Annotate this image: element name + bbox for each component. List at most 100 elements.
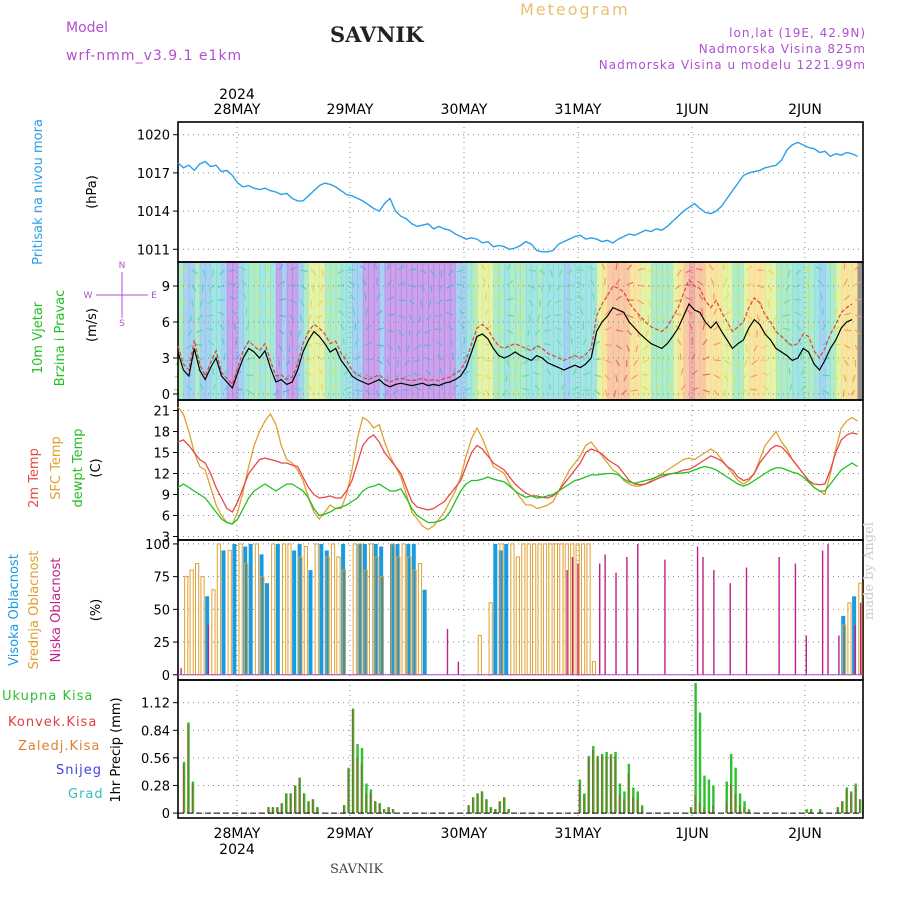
wind-barb <box>724 374 729 382</box>
panel-frame <box>177 399 864 541</box>
wind-barb <box>446 312 454 316</box>
cloud-bar-mid <box>254 543 260 676</box>
precip-conv-bar <box>707 811 710 814</box>
wind-barb <box>200 383 204 391</box>
wind-barb <box>804 282 812 286</box>
wind-barb <box>604 359 612 364</box>
wind-barb <box>506 344 512 352</box>
wind-barb <box>773 314 780 321</box>
wind-barb <box>398 282 406 286</box>
wind-barb <box>570 338 574 346</box>
wind-barb <box>648 284 654 291</box>
wind-barb <box>217 284 225 289</box>
wind-band <box>444 262 451 400</box>
wind-band <box>395 262 402 400</box>
wind-barb <box>637 299 644 305</box>
day-label-bottom: 30MAY <box>441 826 488 842</box>
precip-conv-bar <box>729 783 732 814</box>
y-tick-label: 0 <box>162 388 170 403</box>
wind-barb <box>554 299 562 304</box>
cloud-bar-low <box>854 625 856 675</box>
wind-band <box>640 262 647 400</box>
precip-legend-item: Konvek.Kisa <box>8 715 97 730</box>
wind-barb <box>702 339 708 346</box>
wind-barb <box>763 329 769 336</box>
wind-barb <box>424 357 432 361</box>
wind-barb <box>300 269 308 273</box>
wind-band <box>580 262 587 400</box>
wind-barb <box>430 269 435 277</box>
wind-barb <box>550 269 553 277</box>
wind-band <box>433 262 440 400</box>
wind-barb <box>582 354 589 361</box>
wind-barb <box>340 323 345 331</box>
wind-barb <box>751 359 758 365</box>
precip-conv-bar <box>298 777 300 814</box>
wind-barb <box>387 263 391 271</box>
wind-band <box>400 262 407 400</box>
wind-barb <box>365 341 373 346</box>
wind-barb <box>645 329 650 337</box>
day-label-top: 31MAY <box>555 102 602 118</box>
wind-barb <box>495 374 500 382</box>
wind-barb <box>376 344 384 347</box>
wind-barb <box>604 374 611 381</box>
wind-band <box>292 262 299 400</box>
wind-band <box>852 262 859 400</box>
cloud-bar-high <box>205 596 210 675</box>
wind-barb <box>319 284 323 292</box>
wind-barb <box>582 338 587 346</box>
precip-conv-bar <box>467 805 469 814</box>
precip-conv-bar <box>703 807 705 814</box>
wind-barb <box>724 293 730 301</box>
wind-barb <box>691 369 698 376</box>
wind-barb <box>338 310 345 316</box>
wind-barb <box>337 269 345 275</box>
wind-band <box>341 262 348 400</box>
precip-conv-bar <box>636 799 638 814</box>
precip-conv-bar <box>365 793 367 814</box>
wind-barb <box>289 329 293 337</box>
wind-band <box>547 262 554 400</box>
wind-barb <box>419 284 426 291</box>
wind-barb <box>502 389 508 397</box>
precip-total-bar <box>707 779 711 814</box>
wind-speed-line <box>177 302 853 390</box>
precip-conv-bar <box>476 793 478 814</box>
wind-band <box>438 262 445 400</box>
wind-barb <box>767 299 770 308</box>
wind-barb <box>701 307 704 316</box>
model-altitude-label: Nadmorska Visina u modelu 1221.99m <box>598 58 866 72</box>
wind-band <box>482 262 489 400</box>
cloud-bar-high <box>308 570 313 675</box>
wind-barb <box>343 353 347 361</box>
wind-band <box>270 262 277 400</box>
wind-barb <box>326 299 334 303</box>
precip-conv-bar <box>271 807 274 814</box>
wind-band <box>357 262 364 400</box>
wind-barb <box>426 314 432 321</box>
wind-barb <box>191 269 199 275</box>
wind-barb <box>757 284 764 289</box>
wind-band <box>727 262 734 400</box>
pressure-unit-label: (hPa) <box>85 175 100 209</box>
precip-conv-bar <box>307 801 309 814</box>
wind-band <box>536 262 543 400</box>
wind-barb <box>474 323 478 331</box>
wind-barb <box>800 385 807 391</box>
wind-barb <box>746 265 753 271</box>
wind-band <box>248 262 255 400</box>
wind-barb <box>756 314 761 322</box>
wind-barb <box>416 329 421 337</box>
wind-barb <box>278 280 286 286</box>
wind-band <box>471 262 478 400</box>
temp-sfc-line <box>177 406 858 531</box>
wind-band <box>558 262 565 400</box>
wind-barb <box>245 389 253 394</box>
wind-band <box>596 262 603 400</box>
wind-band <box>781 262 788 400</box>
wind-barb <box>187 329 193 337</box>
wind-barb <box>364 292 367 301</box>
wind-band <box>667 262 674 400</box>
wind-barb <box>517 299 525 303</box>
